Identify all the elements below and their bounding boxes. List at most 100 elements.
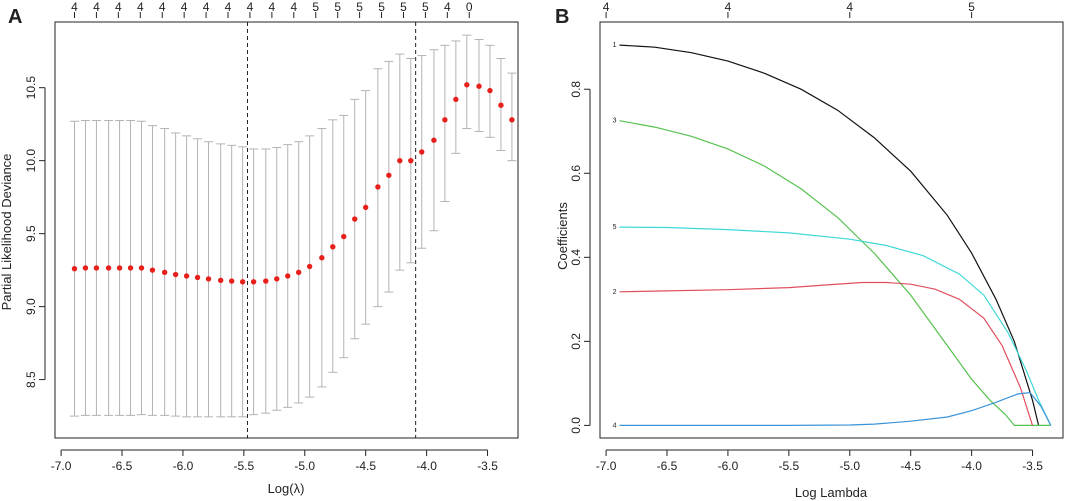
panel-b-path-label-5: 5 bbox=[613, 224, 617, 231]
panel-a-point-29 bbox=[397, 157, 403, 164]
panel-b-x-tick-label-7: -3.5 bbox=[1022, 459, 1043, 473]
panel-a-point-27 bbox=[375, 184, 381, 190]
panel-a-point-33 bbox=[442, 117, 448, 123]
panel-b-path-label-1: 1 bbox=[613, 42, 617, 49]
panel-a-top-label-10: 4 bbox=[290, 0, 297, 14]
panel-a-point-16 bbox=[250, 279, 257, 285]
panel-a-point-38 bbox=[498, 102, 504, 108]
panel-b-plot-frame bbox=[599, 21, 1064, 439]
panel-a-points bbox=[71, 82, 515, 285]
panel-b-x-tick-label-6: -4.0 bbox=[961, 459, 982, 473]
panel-a-top-label-18: 0 bbox=[466, 0, 473, 14]
panel-b-path-4 bbox=[619, 391, 1052, 426]
panel-a-x-tick-label-1: -6.5 bbox=[112, 459, 133, 473]
panel-a-point-9 bbox=[172, 271, 179, 278]
panel-a-y-tick-label-0: 8.5 bbox=[24, 371, 38, 388]
panel-a-top-label-12: 5 bbox=[334, 0, 341, 14]
panel-a-point-39 bbox=[509, 117, 515, 123]
panel-b-top-label-3: 5 bbox=[968, 0, 975, 14]
panel-b-x-tick-label-5: -4.5 bbox=[900, 459, 921, 473]
panel-a-reference-lines bbox=[247, 22, 417, 438]
panel-a-point-4 bbox=[116, 265, 123, 271]
panel-b-x-tick-label-1: -6.5 bbox=[657, 459, 678, 473]
panel-a-top-label-9: 4 bbox=[269, 0, 276, 14]
panel-a-top-label-11: 5 bbox=[312, 0, 319, 14]
panel-a-top-label-3: 4 bbox=[137, 0, 144, 14]
panel-a-point-10 bbox=[183, 273, 190, 279]
panel-a-point-6 bbox=[138, 265, 145, 271]
panel-b-path-label-3: 3 bbox=[613, 118, 617, 125]
panel-a-point-17 bbox=[263, 278, 269, 284]
panel-b-x-axis: -7.0 -6.5 -6.0 -5.5 -5.0 -4.5 -4.0 -3.5 bbox=[596, 449, 1043, 473]
panel-b-path-3 bbox=[619, 120, 1051, 426]
panel-a-point-0 bbox=[71, 265, 78, 272]
panel-a-point-18 bbox=[274, 276, 280, 282]
panel-a-point-21 bbox=[306, 263, 313, 270]
panel-a-x-tick-label-4: -5.0 bbox=[294, 459, 315, 473]
panel-a-y-tick-label-4: 10.5 bbox=[24, 76, 38, 100]
panel-b-y-tick-label-0: 0.0 bbox=[569, 417, 583, 434]
panel-a-top-label-15: 5 bbox=[400, 0, 407, 14]
panel-a-y-axis: 8.5 9.0 9.5 10.0 10.5 bbox=[24, 76, 46, 388]
panel-a-top-label-0: 4 bbox=[71, 0, 78, 14]
panel-a-point-14 bbox=[228, 278, 235, 284]
panel-a-point-3 bbox=[105, 265, 112, 271]
panel-b-x-tick-label-4: -5.0 bbox=[839, 459, 860, 473]
panel-b-y-axis-title: Coefficients bbox=[555, 202, 570, 270]
panel-a-point-22 bbox=[319, 255, 325, 261]
panel-a-top-label-5: 4 bbox=[181, 0, 188, 14]
panel-b-x-axis-title: Log Lambda bbox=[795, 485, 868, 500]
panel-a-y-axis-title: Partial Likelihood Deviance bbox=[0, 154, 14, 311]
panel-b-path-label-4: 4 bbox=[613, 422, 617, 429]
panel-b-y-tick-label-4: 0.8 bbox=[569, 81, 583, 98]
panel-b-y-tick-label-1: 0.2 bbox=[569, 333, 583, 350]
panel-a-point-5 bbox=[127, 265, 134, 271]
panel-a-point-8 bbox=[161, 269, 168, 276]
panel-b-x-tick-label-3: -5.5 bbox=[779, 459, 800, 473]
panel-a-top-label-8: 4 bbox=[247, 0, 254, 14]
panel-a-x-tick-label-7: -3.5 bbox=[477, 459, 498, 473]
panel-a-point-15 bbox=[239, 279, 246, 285]
panel-a-point-13 bbox=[218, 277, 224, 284]
panel-a-top-label-6: 4 bbox=[203, 0, 210, 14]
panel-b-top-label-1: 4 bbox=[725, 0, 732, 14]
panel-a-point-34 bbox=[453, 96, 459, 103]
panel-a-point-23 bbox=[330, 244, 336, 250]
panel-a-top-label-7: 4 bbox=[225, 0, 232, 14]
panel-a-top-label-1: 4 bbox=[93, 0, 100, 14]
panel-b-path-5 bbox=[619, 226, 1052, 426]
panel-a-x-axis-title: Log(λ) bbox=[268, 481, 305, 496]
panel-b-top-label-0: 4 bbox=[603, 0, 610, 14]
panel-b-path-2 bbox=[619, 281, 1034, 426]
panel-a-top-label-13: 5 bbox=[356, 0, 363, 14]
panel-a-y-tick-label-1: 9.0 bbox=[24, 298, 38, 315]
panel-b-coefficient-paths bbox=[619, 44, 1052, 426]
panel-b-x-tick-label-2: -6.0 bbox=[718, 459, 739, 473]
panel-a-point-19 bbox=[285, 273, 291, 279]
panel-a-top-label-2: 4 bbox=[115, 0, 122, 14]
panel-a-x-tick-label-3: -5.5 bbox=[234, 459, 255, 473]
panel-a-top-label-4: 4 bbox=[159, 0, 166, 14]
panel-a-point-28 bbox=[386, 172, 392, 178]
panel-a-x-tick-label-2: -6.0 bbox=[173, 459, 194, 473]
panel-b-letter: B bbox=[555, 6, 569, 28]
panel-a-point-2 bbox=[93, 265, 100, 271]
panel-a-point-31 bbox=[419, 149, 425, 155]
panel-a-point-25 bbox=[352, 216, 358, 222]
panel-b-path-labels: 1 3 5 2 4 bbox=[613, 42, 617, 429]
panel-a-point-7 bbox=[149, 267, 156, 273]
panel-a-point-26 bbox=[362, 204, 369, 211]
panel-a: A -7.0 -6.5 -6.0 -5.5 -5.0 -4.5 -4.0 -3.5 8.5 9.… bbox=[0, 0, 519, 496]
panel-a-x-tick-label-5: -4.5 bbox=[355, 459, 376, 473]
panel-a-x-tick-label-0: -7.0 bbox=[51, 459, 72, 473]
panel-a-error-bars bbox=[69, 34, 517, 418]
panel-b-path-1 bbox=[619, 44, 1040, 426]
panel-a-point-1 bbox=[82, 265, 89, 271]
panel-b-y-tick-label-3: 0.6 bbox=[569, 165, 583, 182]
panel-b-y-axis: 0.0 0.2 0.4 0.6 0.8 bbox=[569, 81, 591, 434]
panel-b: B 1 3 5 2 4 -7.0 -6.5 -6.0 -5.5 -5.0 -4.5 -4.0 -3.5… bbox=[555, 0, 1064, 500]
panel-b-path-label-2: 2 bbox=[613, 289, 617, 296]
panel-a-top-label-17: 4 bbox=[444, 0, 451, 14]
